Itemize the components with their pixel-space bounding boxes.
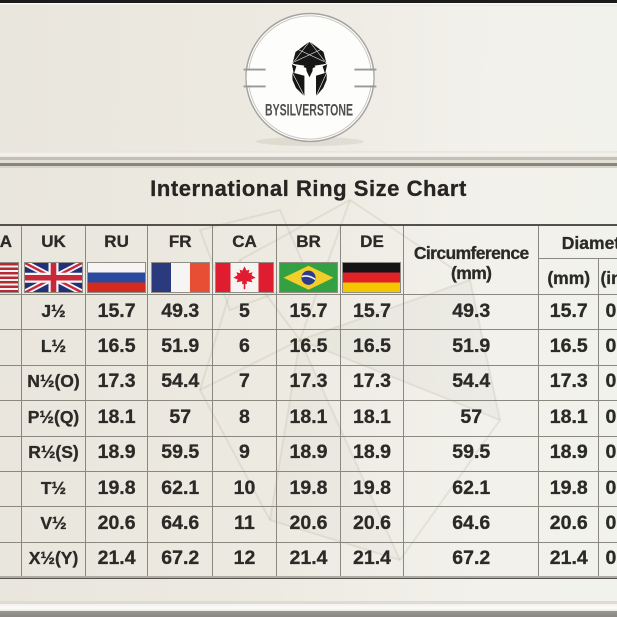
- svg-text:BYSILVERSTONE: BYSILVERSTONE: [265, 102, 353, 120]
